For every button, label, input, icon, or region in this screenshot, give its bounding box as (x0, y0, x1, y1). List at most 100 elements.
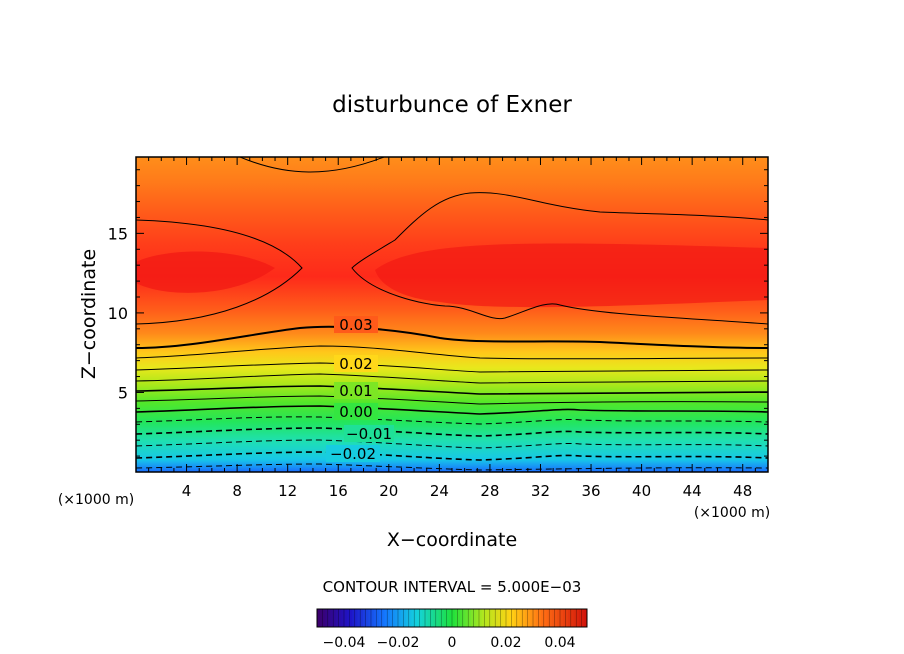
contour-labels: 0.03 0.02 0.01 0.00 −0.01 −0.02 (326, 316, 394, 463)
contour-interval-text: CONTOUR INTERVAL = 5.000E−03 (323, 578, 582, 596)
colorbar-cell (360, 609, 364, 627)
contour-label: −0.02 (330, 445, 376, 463)
colorbar-cell (379, 609, 383, 627)
colorbar-tick-label: 0 (448, 635, 457, 651)
colorbar-cell (354, 609, 358, 627)
chart-title: disturbunce of Exner (332, 92, 572, 118)
colorbar-cell (519, 609, 523, 627)
x-tick-label: 4 (182, 482, 192, 500)
colorbar-cell (460, 609, 464, 627)
colorbar-cell (376, 609, 380, 627)
colorbar-cell (543, 609, 547, 627)
colorbar-cell (446, 609, 450, 627)
colorbar-cell (384, 609, 388, 627)
colorbar-cell (344, 609, 348, 627)
colorbar-cell (527, 609, 531, 627)
contour-line-0025 (136, 345, 768, 360)
x-tick-label: 24 (430, 482, 449, 500)
contour-line-m001 (136, 427, 768, 437)
colorbar-cell (330, 609, 334, 627)
colorbar-cell (381, 609, 385, 627)
colorbar-cell (551, 609, 555, 627)
colorbar-cell (538, 609, 542, 627)
y-tick-label: 10 (108, 304, 128, 323)
contour-label: 0.02 (339, 355, 372, 373)
colorbar-cell (319, 609, 323, 627)
y-tick-label: 15 (108, 224, 128, 243)
colorbar-cell (346, 609, 350, 627)
contour-label: 0.03 (339, 316, 372, 334)
colorbar-cell (492, 609, 496, 627)
contour-line-m0015 (136, 439, 768, 449)
colorbar-cell (371, 609, 375, 627)
colorbar-cell (406, 609, 410, 627)
max-core-right (375, 243, 768, 308)
colorbar-cell (524, 609, 528, 627)
colorbar-cell (465, 609, 469, 627)
colorbar-cell (443, 609, 447, 627)
colorbar-cell (562, 609, 566, 627)
colorbar-tick-label: 0.04 (544, 635, 575, 651)
colorbar-cell (357, 609, 361, 627)
contour-label-bg (334, 355, 378, 372)
contour-label-bg (334, 316, 378, 333)
colorbar-cell (557, 609, 561, 627)
colorbar-cell (416, 609, 420, 627)
colorbar-cell (573, 609, 577, 627)
colorbar-cell (441, 609, 445, 627)
contour-line-m0025 (136, 463, 768, 471)
x-tick-label: 8 (232, 482, 242, 500)
colorbar-cell (506, 609, 510, 627)
x-tick-label: 40 (632, 482, 651, 500)
colorbar-cell (468, 609, 472, 627)
colorbar-tick-label: −0.02 (377, 635, 420, 651)
colorbar-cell (435, 609, 439, 627)
colorbar-cell (581, 609, 585, 627)
colorbar-cell (419, 609, 423, 627)
contour-line-000 (136, 405, 768, 415)
x-unit-right: (×1000 m) (694, 505, 770, 521)
colorbar-cell (576, 609, 580, 627)
colorbar-cell (341, 609, 345, 627)
colorbar-cell (317, 609, 321, 627)
x-tick-label: 20 (379, 482, 398, 500)
colorbar-cell (500, 609, 504, 627)
colorbar-cell (516, 609, 520, 627)
contour-label: −0.01 (346, 425, 392, 443)
colorbar-cell (368, 609, 372, 627)
colorbar-cell (479, 609, 483, 627)
colorbar-cell (411, 609, 415, 627)
colorbar-cell (497, 609, 501, 627)
colorbar-cell (362, 609, 366, 627)
colorbar-cell (414, 609, 418, 627)
x-tick-label: 32 (531, 482, 550, 500)
colorbar-cell (508, 609, 512, 627)
contour-line-0015 (136, 373, 768, 384)
contour-label: 0.01 (339, 382, 372, 400)
field-fill (136, 157, 768, 472)
colorbar-cell (338, 609, 342, 627)
colorbar-cell (522, 609, 526, 627)
colorbar-cell (584, 609, 588, 627)
colorbar-tick-label: 0.02 (490, 635, 521, 651)
colorbar-cell (530, 609, 534, 627)
colorbar-cell (533, 609, 537, 627)
colorbar-cell (373, 609, 377, 627)
x-tick-label: 44 (683, 482, 702, 500)
colorbar-cell (408, 609, 412, 627)
contour-label-bg (334, 382, 378, 399)
contour-label-bg (344, 425, 394, 442)
colorbar-cell (514, 609, 518, 627)
colorbar-cell (422, 609, 426, 627)
axis-ticks (136, 157, 768, 472)
x-tick-label: 16 (329, 482, 348, 500)
x-tick-label: 36 (581, 482, 600, 500)
colorbar-cell (449, 609, 453, 627)
x-axis-label: X−coordinate (387, 529, 517, 551)
colorbar-cell (489, 609, 493, 627)
contour-line-right-lobe (351, 192, 768, 325)
colorbar-cell (565, 609, 569, 627)
colorbar-cell (452, 609, 456, 627)
contour-line-002 (136, 362, 768, 373)
